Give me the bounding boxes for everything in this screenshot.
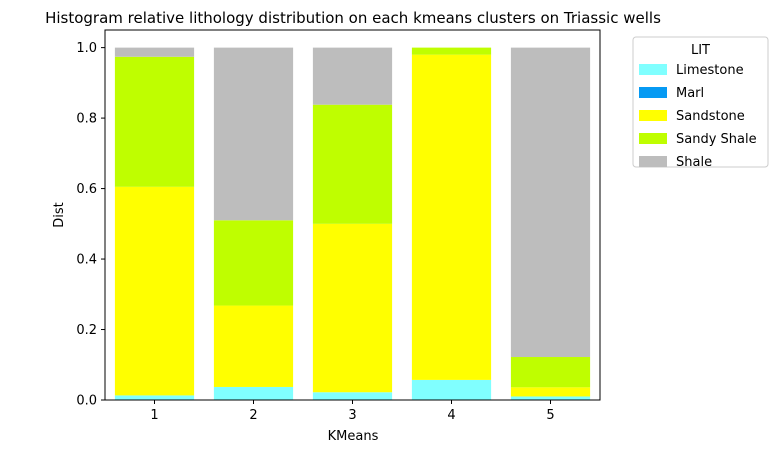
legend-title: LIT [691,43,710,58]
legend-swatch-sandstone [639,110,667,121]
legend-label: Sandstone [676,109,745,124]
bar-sandy-shale-cluster-2 [213,220,294,306]
legend-swatch-shale [639,156,667,167]
y-tick-label: 0.8 [76,112,97,127]
legend-label: Marl [676,86,704,101]
x-tick-label: 3 [348,408,356,423]
y-tick-label: 1.0 [76,41,97,56]
y-axis-ticks: 0.0 0.2 0.4 0.6 0.8 1.0 [76,41,105,409]
bar-sandstone-cluster-4 [411,54,492,380]
legend-label: Sandy Shale [676,132,757,147]
x-tick-label: 1 [150,408,158,423]
chart-title: Histogram relative lithology distributio… [45,9,661,27]
x-tick-label: 4 [447,408,455,423]
bar-shale-cluster-5 [510,47,591,358]
bar-limestone-cluster-3 [312,392,393,400]
x-tick-label: 2 [249,408,257,423]
legend-label: Shale [676,155,712,170]
legend-label: Limestone [676,63,744,78]
bar-sandy-shale-cluster-1 [114,56,195,187]
bar-shale-cluster-3 [312,47,393,105]
x-axis-ticks: 1 2 3 4 5 [150,400,555,423]
bar-limestone-cluster-2 [213,386,294,400]
legend-swatch-sandy-shale [639,133,667,144]
bar-limestone-cluster-4 [411,379,492,400]
legend-swatch-marl [639,87,667,98]
x-tick-label: 5 [546,408,554,423]
y-tick-label: 0.0 [76,394,97,409]
legend-swatch-limestone [639,64,667,75]
bar-sandy-shale-cluster-4 [411,47,492,55]
bar-shale-cluster-1 [114,47,195,57]
y-axis-label: Dist [52,202,67,228]
y-tick-label: 0.2 [76,323,97,338]
y-tick-label: 0.6 [76,182,97,197]
legend: LIT Limestone Marl Sandstone Sandy Shale Sha… [632,36,769,170]
y-tick-label: 0.4 [76,253,97,268]
bar-shale-cluster-2 [213,47,294,221]
bar-sandstone-cluster-5 [510,387,591,397]
bar-sandy-shale-cluster-3 [312,104,393,224]
bar-sandstone-cluster-3 [312,223,393,393]
bar-sandy-shale-cluster-5 [510,357,591,388]
bars-group [114,47,591,400]
bar-limestone-cluster-5 [510,396,591,400]
bar-sandstone-cluster-1 [114,186,195,396]
x-axis-label: KMeans [328,429,379,444]
legend-items: Limestone Marl Sandstone Sandy Shale Shale [639,63,757,170]
bar-sandstone-cluster-2 [213,305,294,387]
bar-limestone-cluster-1 [114,395,195,400]
